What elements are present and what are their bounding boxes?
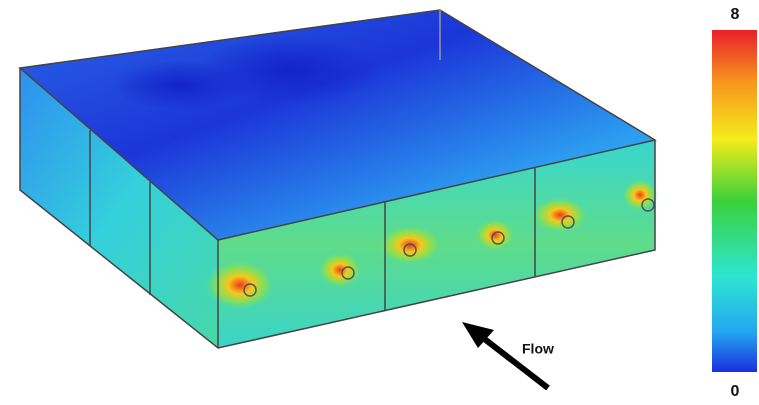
flow-domain xyxy=(20,10,658,348)
colorbar-scale xyxy=(712,30,757,372)
colorbar: 8 0 xyxy=(712,6,757,400)
visualization: Flow 8 0 xyxy=(0,0,759,405)
hot-spot xyxy=(622,179,658,211)
hot-spot xyxy=(205,260,275,310)
colorbar-max-label: 8 xyxy=(731,6,740,23)
colorbar-min-label: 0 xyxy=(731,383,740,400)
hot-spot xyxy=(318,252,362,288)
low-region xyxy=(110,60,250,110)
page: Flow 8 0 (() => { const data = JSON.pars… xyxy=(0,0,759,405)
hot-spot xyxy=(475,219,515,251)
flow-label: Flow xyxy=(522,341,554,357)
hot-spot xyxy=(378,225,442,265)
hot-spot xyxy=(532,197,588,233)
